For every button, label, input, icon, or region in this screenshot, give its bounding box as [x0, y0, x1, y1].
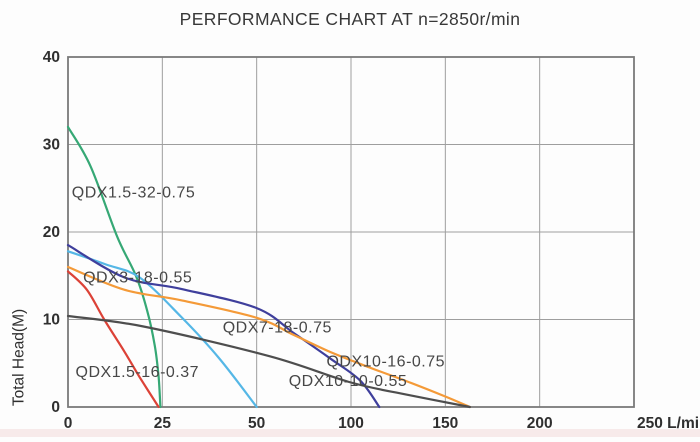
y-tick-label: 10 [43, 312, 60, 329]
series-curve-QDX1.5-16-0.37 [66, 270, 160, 409]
scan-artifact-band [0, 429, 700, 437]
x-tick-label: 0 [64, 415, 73, 432]
x-tick-label: 250 L/min [637, 415, 700, 432]
series-curve-QDX7-18-0.75 [66, 244, 381, 409]
y-tick-label: 0 [51, 399, 60, 416]
chart-title: PERFORMANCE CHART AT n=2850r/min [179, 9, 521, 29]
curve-label: QDX1.5-32-0.75 [72, 185, 196, 202]
series-curve-QDX1.5-32-0.75 [66, 125, 162, 409]
y-tick-label: 20 [43, 224, 60, 241]
curve-label: QDX1.5-16-0.37 [76, 364, 200, 381]
y-tick-label: 40 [43, 49, 60, 66]
series-curve-QDX3-18-0.55 [66, 250, 258, 409]
x-tick-label: 50 [248, 415, 265, 432]
x-tick-label: 100 [338, 415, 364, 432]
x-tick-label: 200 [527, 415, 553, 432]
series-curve-QDX10-10-0.55 [66, 314, 471, 409]
curve-label: QDX10-10-0.55 [289, 373, 408, 390]
x-tick-label: 25 [154, 415, 172, 432]
curve-label: QDX7-18-0.75 [223, 319, 332, 336]
x-tick-label: 150 [432, 415, 458, 432]
y-tick-label: 30 [43, 137, 60, 154]
plot-border [67, 56, 635, 408]
series-curve-QDX10-16-0.75 [66, 265, 471, 409]
curve-label: QDX10-16-0.75 [326, 354, 445, 371]
curve-label: QDX3-18-0.55 [83, 270, 192, 287]
